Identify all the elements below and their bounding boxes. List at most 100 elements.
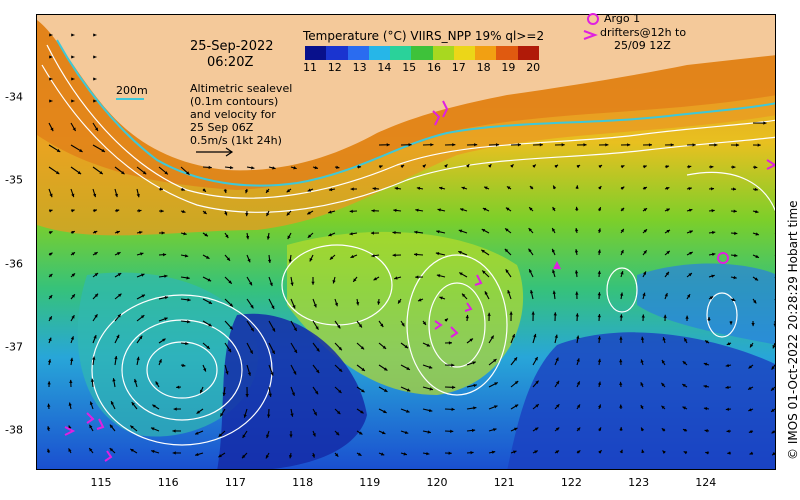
velocity-arrow [224, 276, 233, 285]
velocity-arrow [112, 378, 116, 388]
velocity-arrow [265, 452, 270, 459]
velocity-arrow [415, 275, 424, 279]
velocity-arrow [444, 318, 449, 322]
latitude-tick-label: -35 [5, 173, 23, 187]
latitude-tick-label: -38 [5, 423, 23, 437]
velocity-arrow [752, 165, 758, 169]
velocity-arrow [642, 207, 648, 212]
velocity-arrow [92, 293, 99, 300]
velocity-arrow [528, 268, 534, 278]
velocity-arrow [129, 448, 138, 454]
velocity-arrow [393, 208, 402, 213]
velocity-scale-arrow [196, 147, 234, 157]
velocity-arrow [554, 357, 559, 366]
drifter-track [432, 110, 441, 126]
velocity-arrow [334, 298, 339, 307]
velocity-arrow [597, 358, 602, 366]
velocity-arrow [196, 408, 204, 415]
velocity-arrow [532, 143, 543, 147]
velocity-arrow [245, 386, 249, 398]
velocity-arrow [180, 254, 189, 258]
velocity-arrow [371, 254, 380, 258]
velocity-arrow [48, 77, 53, 81]
velocity-arrow [158, 274, 168, 278]
velocity-arrow [620, 165, 625, 169]
colorbar-swatch [347, 46, 370, 60]
velocity-arrow [663, 314, 667, 322]
velocity-arrow [286, 188, 292, 193]
velocity-arrow [598, 185, 602, 190]
argo-float-marker [717, 252, 729, 264]
velocity-arrow [598, 427, 602, 432]
velocity-arrow [506, 185, 512, 190]
velocity-arrow [704, 340, 710, 344]
velocity-arrow [180, 209, 186, 214]
velocity-arrow [70, 33, 75, 37]
velocity-arrow [465, 314, 469, 322]
velocity-arrow [461, 186, 468, 190]
velocity-arrow [730, 165, 736, 169]
velocity-arrow [136, 356, 140, 366]
velocity-arrow [114, 334, 120, 344]
velocity-arrow [642, 292, 646, 300]
velocity-arrow [136, 335, 143, 344]
velocity-arrow [136, 209, 142, 213]
velocity-arrow [307, 188, 314, 192]
velocity-arrow [752, 298, 757, 304]
velocity-arrow [371, 209, 380, 213]
velocity-arrow [598, 449, 603, 454]
velocity-arrow [774, 123, 775, 124]
velocity-arrow [400, 143, 412, 147]
velocity-arrow [774, 255, 775, 256]
velocity-arrow [686, 208, 693, 212]
velocity-arrow [444, 143, 456, 147]
velocity-arrow [640, 381, 644, 388]
velocity-arrow [70, 314, 75, 322]
velocity-arrow [466, 383, 477, 388]
velocity-arrow [114, 230, 120, 234]
drifter-track [464, 302, 473, 312]
sealevel-line-3: and velocity for [190, 108, 276, 121]
velocity-arrow [686, 272, 693, 278]
velocity-arrow [349, 209, 358, 213]
velocity-arrow [92, 251, 98, 256]
colorbar-tick-label: 13 [352, 61, 367, 74]
velocity-arrow [642, 143, 653, 147]
velocity-arrow [218, 430, 226, 438]
velocity-arrow [727, 451, 732, 455]
velocity-arrow [575, 185, 579, 190]
velocity-arrow [422, 364, 433, 369]
velocity-arrow [773, 321, 775, 327]
velocity-arrow [133, 378, 138, 388]
velocity-arrow [554, 403, 560, 410]
velocity-arrow [355, 298, 360, 306]
velocity-arrow [48, 337, 52, 344]
velocity-arrow [290, 320, 298, 332]
cool-water-east [637, 263, 775, 345]
velocity-arrow [136, 294, 146, 300]
velocity-arrow [532, 380, 540, 388]
velocity-arrow [444, 341, 453, 345]
velocity-arrow [748, 364, 754, 369]
velocity-arrow [328, 232, 336, 237]
velocity-arrow [597, 270, 601, 278]
velocity-arrow [686, 186, 692, 191]
velocity-arrow [444, 163, 448, 168]
velocity-arrow [70, 230, 76, 235]
velocity-arrow [504, 227, 512, 234]
velocity-arrow [288, 452, 293, 459]
velocity-arrow [770, 386, 775, 392]
velocity-arrow [619, 427, 623, 432]
velocity-arrow [683, 337, 688, 344]
velocity-arrow [726, 342, 732, 346]
velocity-arrow [334, 452, 339, 457]
velocity-arrow [356, 342, 365, 350]
velocity-arrow [246, 254, 251, 263]
drifter-track [104, 450, 113, 462]
velocity-arrow [576, 427, 581, 432]
velocity-arrow [466, 143, 478, 147]
velocity-arrow [48, 166, 60, 175]
velocity-arrow [619, 404, 623, 410]
velocity-arrow [267, 254, 272, 263]
velocity-arrow [642, 271, 647, 278]
